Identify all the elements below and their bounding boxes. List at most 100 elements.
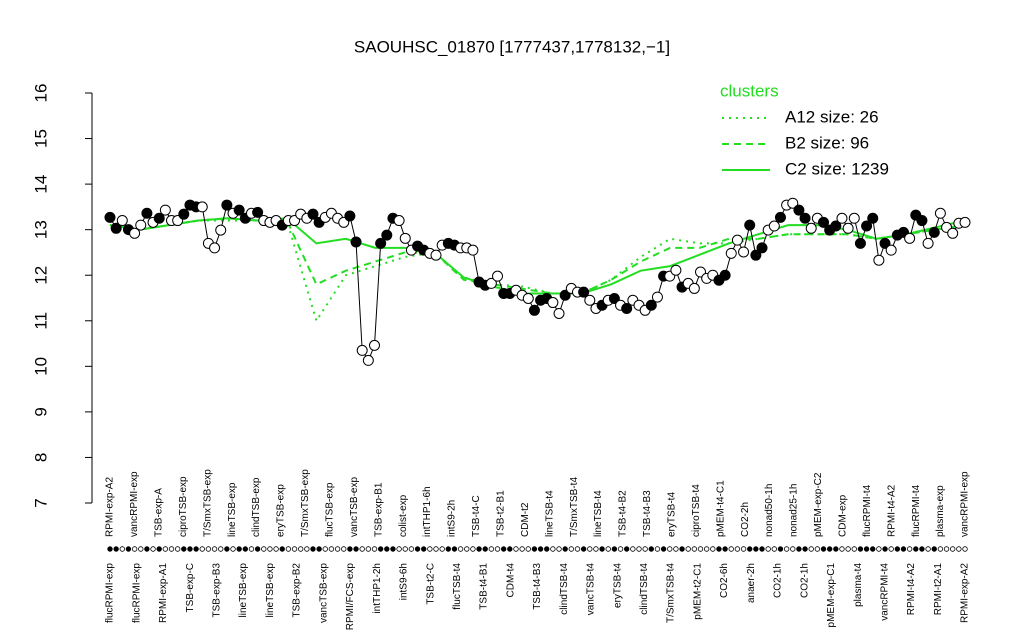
point bbox=[221, 199, 233, 211]
point bbox=[356, 344, 368, 356]
point bbox=[178, 208, 190, 220]
sample-dot bbox=[390, 546, 396, 552]
sample-dot bbox=[519, 546, 525, 552]
point bbox=[805, 222, 817, 234]
sample-dot bbox=[833, 546, 839, 552]
sample-dot bbox=[771, 546, 778, 552]
top-sample-label: intTHP1-6h bbox=[422, 486, 433, 537]
sample-dot bbox=[876, 546, 882, 552]
legend-label: C2 size: 1239 bbox=[785, 159, 889, 178]
sample-dot bbox=[451, 546, 458, 552]
sample-dot bbox=[919, 546, 925, 552]
point bbox=[209, 242, 221, 254]
sample-dot bbox=[242, 546, 249, 552]
top-sample-label: T/SmxTSB-exp bbox=[300, 469, 311, 537]
sample-dot bbox=[826, 546, 833, 552]
point bbox=[559, 289, 571, 301]
bottom-sample-label: vancRPMI-t4 bbox=[879, 563, 890, 621]
bottom-sample-label: eryTSB-t4 bbox=[612, 563, 623, 608]
sample-dot bbox=[949, 546, 956, 552]
sample-dot bbox=[900, 546, 907, 552]
sample-dot bbox=[925, 546, 931, 552]
top-sample-label: T/SmxTSB-exp bbox=[202, 469, 213, 537]
sample-dot bbox=[187, 546, 193, 552]
top-sample-label: CDM-t2 bbox=[520, 502, 531, 537]
bottom-sample-label: RPMI/FCS-exp bbox=[345, 563, 356, 631]
sample-dot bbox=[845, 546, 851, 552]
point bbox=[738, 246, 750, 258]
sample-dot bbox=[273, 546, 279, 552]
sample-dot bbox=[218, 546, 224, 552]
point bbox=[744, 219, 756, 231]
point bbox=[608, 292, 620, 304]
point bbox=[848, 212, 860, 224]
sample-dot bbox=[371, 546, 378, 552]
bottom-sample-label: CO2-6h bbox=[719, 563, 730, 598]
point bbox=[375, 237, 387, 249]
sample-dot bbox=[691, 546, 698, 552]
sample-dot bbox=[753, 546, 759, 552]
point bbox=[528, 304, 540, 316]
point bbox=[381, 229, 393, 241]
top-sample-label: nonad50-1h bbox=[764, 484, 775, 537]
sample-dot bbox=[181, 546, 187, 552]
top-sample-label: lineTSB-t4 bbox=[544, 490, 555, 537]
point bbox=[842, 222, 854, 234]
sample-dot bbox=[193, 546, 199, 552]
sample-dot bbox=[673, 546, 679, 552]
top-sample-label: flucRPMI-t4 bbox=[862, 484, 873, 537]
bottom-sample-label: TSB-t4-B1 bbox=[479, 563, 490, 610]
top-sample-label: flucTSB-exp bbox=[324, 482, 335, 537]
sample-dot bbox=[328, 546, 335, 552]
top-sample-label: TSB-t2-B1 bbox=[495, 490, 506, 537]
sample-dot bbox=[261, 546, 267, 552]
sample-dot bbox=[291, 546, 298, 552]
point bbox=[861, 220, 873, 232]
sample-dot bbox=[353, 546, 359, 552]
sample-dot bbox=[513, 546, 519, 552]
point bbox=[645, 299, 657, 311]
point bbox=[879, 237, 891, 249]
point bbox=[215, 224, 227, 236]
chart-title: SAOUHSC_01870 [1777437,1778132,−1] bbox=[354, 37, 670, 56]
sample-dot bbox=[205, 546, 212, 552]
sample-dot bbox=[851, 546, 857, 552]
sample-dot bbox=[685, 546, 691, 552]
point bbox=[141, 207, 153, 219]
sample-dot bbox=[943, 546, 950, 552]
point bbox=[153, 212, 165, 224]
bottom-sample-label: anaer-2h bbox=[746, 563, 757, 603]
sample-dot bbox=[482, 546, 488, 552]
sample-dot bbox=[285, 546, 292, 552]
point bbox=[350, 236, 362, 248]
bottom-sample-label: RPMI-t4-A2 bbox=[906, 563, 917, 616]
sample-dot bbox=[384, 546, 390, 552]
sample-dot bbox=[728, 546, 734, 552]
bottom-sample-label: vancTSB-exp bbox=[318, 563, 329, 623]
sample-dot bbox=[660, 546, 667, 552]
top-sample-label: TSB-t4-C bbox=[471, 495, 482, 537]
sample-dot bbox=[617, 546, 624, 552]
top-sample-label: eryTSB-t4 bbox=[666, 492, 677, 537]
y-tick-label: 15 bbox=[31, 129, 50, 148]
point bbox=[104, 211, 116, 223]
sample-dot bbox=[279, 546, 285, 552]
legend-label: B2 size: 96 bbox=[785, 133, 869, 152]
sample-dot bbox=[365, 546, 372, 552]
sample-dot bbox=[697, 546, 704, 552]
sample-dot bbox=[414, 546, 421, 552]
point bbox=[651, 291, 663, 303]
bottom-sample-label: TSB-exp-B2 bbox=[292, 563, 303, 618]
sample-dot bbox=[211, 546, 218, 552]
top-sample-label: pMEM-exp-C2 bbox=[813, 472, 824, 537]
sample-dot bbox=[224, 546, 230, 552]
sample-dot bbox=[648, 546, 654, 552]
top-sample-label: RPMI-t4-A2 bbox=[886, 484, 897, 537]
sample-dot bbox=[937, 546, 944, 552]
bottom-sample-label: T/SmxTSB-t4 bbox=[666, 563, 677, 623]
top-sample-label: TSB-t4-B2 bbox=[618, 490, 629, 537]
sample-dot bbox=[488, 546, 495, 552]
sample-dot bbox=[913, 546, 919, 552]
point bbox=[233, 204, 245, 216]
